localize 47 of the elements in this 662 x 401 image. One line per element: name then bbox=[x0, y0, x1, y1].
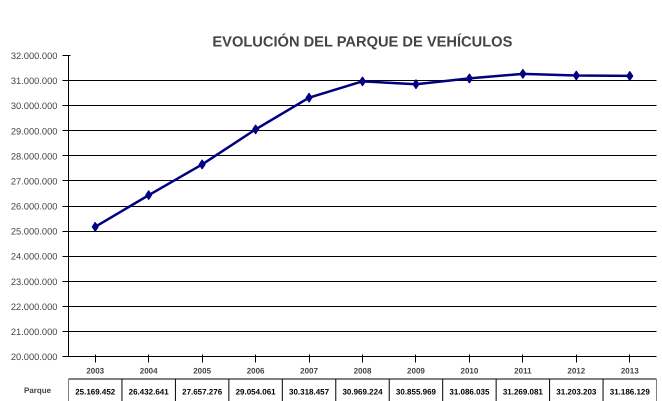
point bbox=[145, 190, 152, 200]
data-label: 31.269.081 bbox=[502, 388, 544, 397]
data-label: 26.432.641 bbox=[128, 388, 170, 397]
point bbox=[198, 159, 206, 170]
data-label: 29.054.061 bbox=[236, 388, 276, 397]
y-tick-label: 24.000.000 bbox=[10, 252, 58, 262]
x-tick-label: 2007 bbox=[300, 366, 318, 376]
point bbox=[92, 222, 99, 232]
data-label: 27.657.276 bbox=[182, 388, 223, 397]
point bbox=[252, 124, 260, 134]
x-tick-label: 2008 bbox=[354, 366, 372, 376]
x-tick-label: 2012 bbox=[567, 366, 586, 376]
point bbox=[626, 70, 634, 81]
point bbox=[306, 92, 313, 103]
point bbox=[572, 70, 580, 80]
y-tick-label: 30.000.000 bbox=[10, 101, 58, 112]
y-tick-label: 31.000.000 bbox=[10, 76, 58, 86]
y-tick-label: 20.000.000 bbox=[10, 352, 58, 362]
data-label: 31.086.035 bbox=[449, 388, 490, 397]
x-tick-label: 2003 bbox=[86, 366, 105, 376]
point bbox=[519, 68, 526, 79]
y-tick-label: 32.000.000 bbox=[10, 51, 58, 61]
x-tick-label: 2013 bbox=[620, 366, 640, 376]
x-tick-label: 2004 bbox=[140, 366, 158, 376]
data-label: 31.203.203 bbox=[556, 388, 597, 397]
y-tick-label: 27.000.000 bbox=[10, 176, 58, 186]
data-label: 30.855.969 bbox=[396, 388, 437, 397]
x-tick-label: 2011 bbox=[514, 366, 532, 376]
x-tick-label: 2006 bbox=[246, 366, 266, 376]
chart-title: EVOLUCIÓN DEL PARQUE DE VEHÍCULOS bbox=[212, 34, 513, 50]
y-tick-label: 28.000.000 bbox=[10, 151, 58, 162]
data-label: 30.318.457 bbox=[289, 388, 330, 397]
x-tick-label: 2009 bbox=[407, 366, 426, 376]
x-tick-label: 2005 bbox=[193, 366, 212, 376]
y-tick-label: 21.000.000 bbox=[10, 326, 58, 337]
x-tick-label: 2010 bbox=[460, 366, 479, 376]
y-tick-label: 25.000.000 bbox=[10, 226, 58, 237]
y-tick-label: 29.000.000 bbox=[10, 126, 58, 136]
point bbox=[466, 73, 473, 84]
y-tick-label: 26.000.000 bbox=[10, 202, 58, 212]
point bbox=[412, 79, 420, 90]
data-label: 30.969.224 bbox=[342, 388, 384, 397]
data-label: 25.169.452 bbox=[75, 388, 116, 397]
y-tick-label: 23.000.000 bbox=[10, 276, 58, 287]
y-tick-label: 22.000.000 bbox=[10, 302, 58, 312]
text: Parque bbox=[24, 385, 52, 395]
data-label: 31.186.129 bbox=[610, 388, 650, 397]
